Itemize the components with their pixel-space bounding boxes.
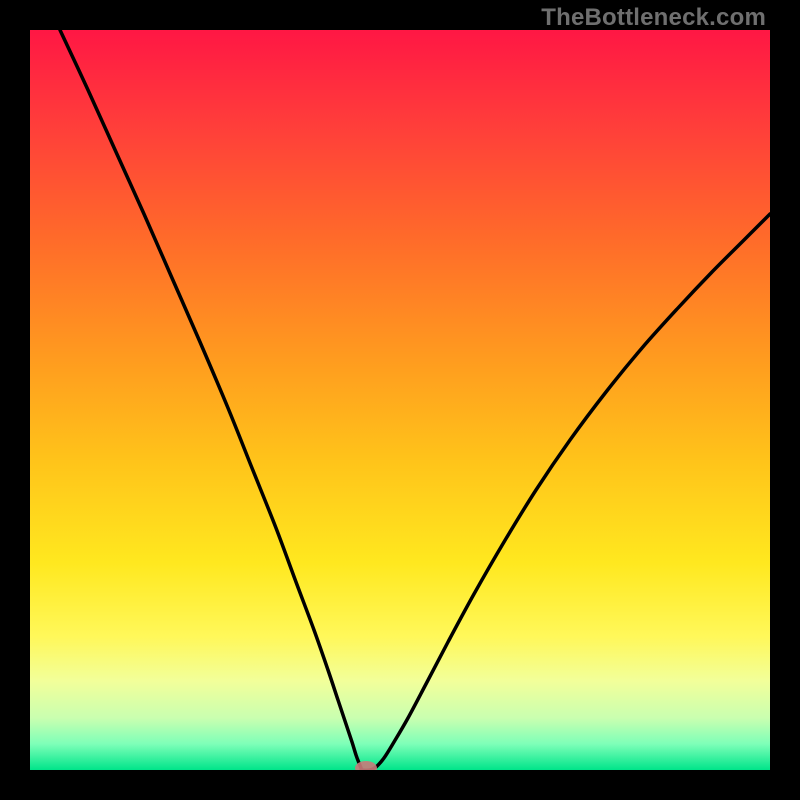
plot-area	[30, 30, 770, 770]
bottleneck-curve	[30, 30, 770, 770]
watermark-text: TheBottleneck.com	[541, 4, 766, 32]
chart-frame: TheBottleneck.com	[0, 0, 800, 800]
